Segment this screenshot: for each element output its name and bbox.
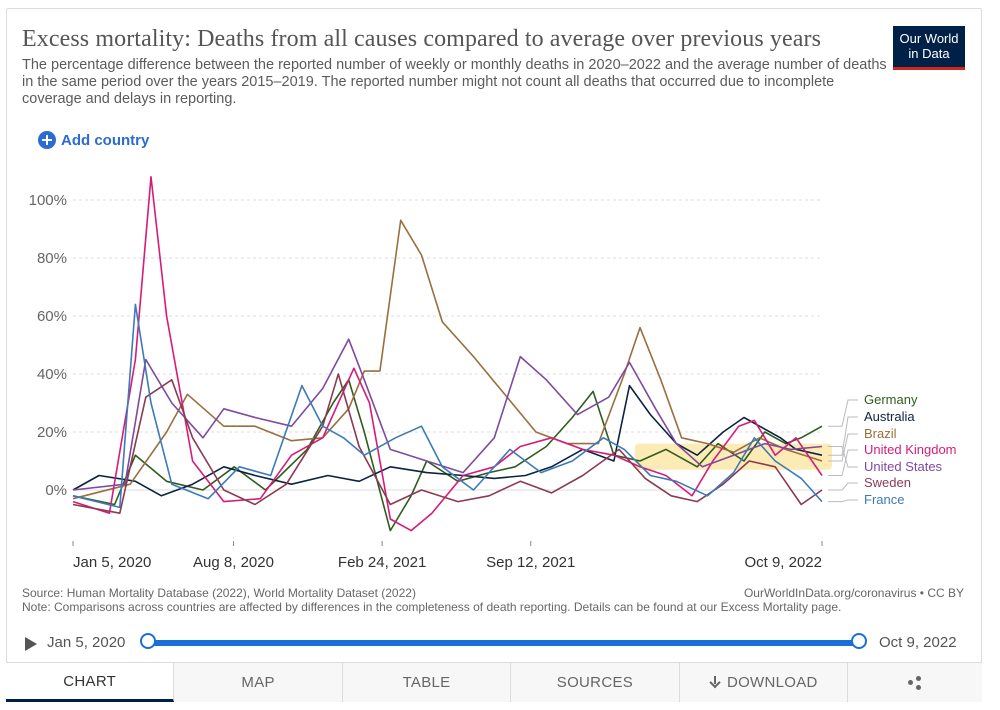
legend-item-united-kingdom[interactable]: United Kingdom [864, 442, 957, 457]
series-line-united-kingdom[interactable] [72, 176, 823, 532]
legend-connector [828, 482, 858, 491]
tab-map-label: MAP [241, 674, 275, 691]
x-tick-label: Jan 5, 2020 [73, 554, 151, 571]
tab-table-label: TABLE [402, 674, 451, 691]
tab-download[interactable]: DOWNLOAD [679, 663, 849, 702]
license-link[interactable]: OurWorldInData.org/coronavirus • CC BY [743, 586, 964, 600]
y-tick-label: 100% [29, 192, 67, 209]
chart-subtitle: The percentage difference between the re… [22, 57, 887, 107]
legend-item-germany[interactable]: Germany [864, 392, 918, 407]
chart-title: Excess mortality: Deaths from all causes… [22, 26, 822, 52]
note-text: Note: Comparisons across countries are a… [22, 600, 842, 614]
tab-chart-label: CHART [63, 672, 117, 690]
x-tick-label: Aug 8, 2020 [193, 554, 274, 571]
series-line-france[interactable] [72, 303, 823, 509]
owid-logo[interactable]: Our World in Data [893, 26, 965, 70]
add-country-button[interactable]: Add country [38, 131, 149, 149]
add-country-label: Add country [61, 131, 150, 149]
plus-circle-icon [38, 131, 56, 149]
timeline-start-handle[interactable] [140, 633, 156, 649]
legend-item-brazil[interactable]: Brazil [864, 426, 897, 441]
x-tick-label: Feb 24, 2021 [338, 554, 426, 571]
series-line-brazil[interactable] [72, 219, 823, 500]
line-chart[interactable]: 100% 80% 60% 40% 20% 0% Jan 5, 2020 Aug 8, 202… [0, 0, 1000, 600]
y-tick-label: 20% [37, 424, 67, 441]
timeline-track[interactable] [148, 640, 859, 646]
logo-accent-bar [893, 67, 965, 70]
logo-line-2: in Data [908, 46, 950, 61]
source-text: Source: Human Mortality Database (2022),… [22, 586, 416, 600]
series-lines [72, 176, 823, 532]
download-icon [709, 676, 721, 689]
share-icon [908, 675, 922, 690]
legend-connector [828, 433, 858, 462]
series-line-australia[interactable] [72, 384, 823, 497]
tab-chart[interactable]: CHART [6, 663, 175, 702]
legend-connector [828, 449, 858, 476]
legend-item-france[interactable]: France [864, 492, 904, 507]
tab-download-label: DOWNLOAD [726, 674, 818, 691]
tab-bar: CHART MAP TABLE SOURCES DOWNLOAD [6, 662, 982, 702]
tab-sources[interactable]: SOURCES [511, 663, 680, 702]
y-axis-ticks: 100% 80% 60% 40% 20% 0% [29, 192, 67, 499]
legend-item-sweden[interactable]: Sweden [864, 475, 911, 490]
legend-connector [828, 499, 858, 503]
tab-sources-label: SOURCES [556, 674, 634, 691]
series-line-united-states[interactable] [72, 338, 823, 491]
y-tick-label: 80% [37, 250, 67, 267]
legend-item-united-states[interactable]: United States [864, 459, 943, 474]
legend-item-australia[interactable]: Australia [864, 409, 915, 424]
legend-connector [828, 446, 858, 468]
timeline-start-label: Jan 5, 2020 [47, 634, 126, 651]
x-tick-label: Oct 9, 2022 [744, 554, 822, 571]
tab-table[interactable]: TABLE [342, 663, 512, 702]
tab-share[interactable] [848, 663, 982, 702]
x-tick-label: Sep 12, 2021 [486, 554, 575, 571]
play-icon[interactable] [25, 637, 37, 651]
x-axis-ticks: Jan 5, 2020 Aug 8, 2020 Feb 24, 2021 Sep 12… [72, 541, 823, 571]
timeline-end-label: Oct 9, 2022 [879, 634, 957, 651]
timeline-end-handle[interactable] [851, 633, 867, 649]
logo-line-1: Our World [899, 31, 959, 46]
tab-map[interactable]: MAP [174, 663, 343, 702]
y-tick-label: 40% [37, 366, 67, 383]
y-tick-label: 60% [37, 308, 67, 325]
legend-connector [828, 399, 858, 427]
legend-connector [828, 416, 858, 456]
grid-lines [73, 199, 822, 491]
y-tick-label: 0% [45, 482, 67, 499]
